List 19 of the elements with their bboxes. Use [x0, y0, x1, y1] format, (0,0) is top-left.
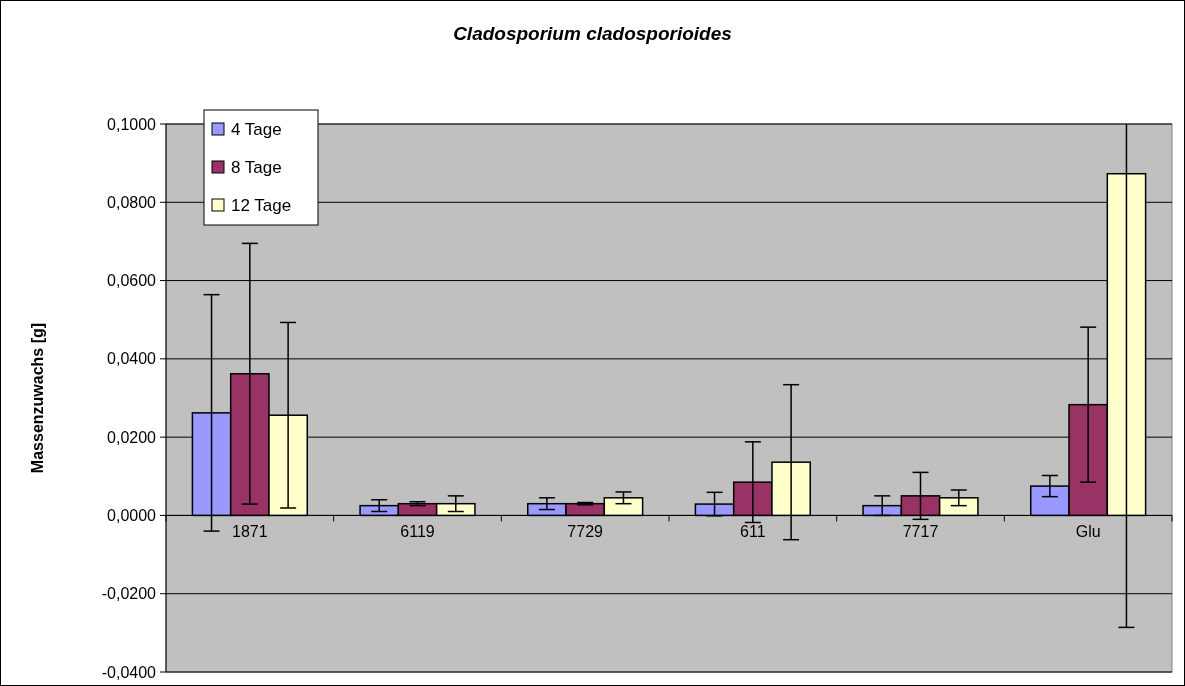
y-tick-label: 0,0200 [107, 428, 157, 446]
y-tick-label: 0,0800 [107, 193, 157, 211]
chart-title: Cladosporium cladosporioides [453, 23, 732, 44]
x-tick-label: 611 [740, 523, 766, 541]
y-tick-label: -0,0200 [101, 585, 157, 603]
x-tick-label: Glu [1075, 523, 1101, 541]
x-tick-label: 7729 [567, 523, 604, 541]
y-axis-title: Massenzuwachs [g] [29, 322, 46, 474]
y-tick-label: -0,0400 [101, 663, 157, 681]
x-tick-label: 6119 [400, 523, 435, 541]
x-tick-label: 7717 [902, 523, 939, 541]
x-tick-label: 1871 [232, 523, 268, 541]
y-tick-label: 0,1000 [107, 115, 157, 133]
legend-label: 12 Tage [231, 195, 292, 215]
legend-label: 4 Tage [231, 119, 282, 139]
legend-label: 8 Tage [231, 157, 282, 177]
y-tick-label: 0,0600 [107, 272, 157, 290]
y-tick-label: 0,0000 [107, 507, 157, 525]
y-tick-label: 0,0400 [107, 350, 157, 368]
